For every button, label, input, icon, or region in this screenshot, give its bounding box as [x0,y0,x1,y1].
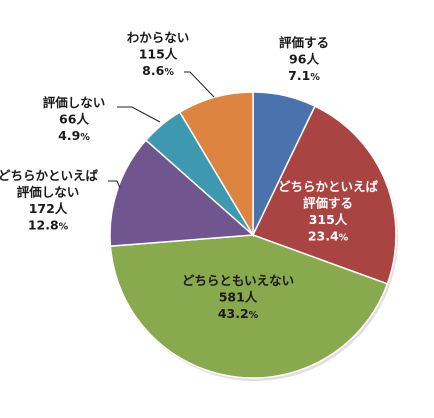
leader-line-6 [184,71,215,98]
slice-category-label: 評価する [303,196,353,211]
leader-lines [108,71,215,189]
slice-category-label: 評価する [279,35,329,50]
slice-category-label: わからない [127,30,190,45]
slice-category-label: 評価しない [43,95,106,110]
leader-line-5 [117,106,161,123]
slice-percent-label: 43.2% [218,306,259,321]
slice-category-label: どちらかといえば [0,168,98,183]
slice-category-label: どちらともいえない [182,273,294,288]
slice-percent-label: 4.9% [58,128,90,143]
slice-percent-label: 7.1% [288,68,320,83]
leader-line-4 [108,180,121,189]
slice-labels: 評価する96人7.1%どちらかといえば評価する315人23.4%どちらともいえな… [0,30,378,321]
pie-slice-4 [109,139,255,247]
slice-percent-label: 12.8% [28,218,69,233]
pie-slice-6 [178,91,254,238]
slice-percent-label: 23.4% [308,229,349,244]
pie-slices [109,91,398,381]
slice-count-label: 581人 [219,290,258,305]
slice-count-label: 96人 [289,52,319,67]
slice-category-label: どちらかといえば [278,179,379,194]
slice-count-label: 66人 [59,112,89,127]
slice-count-label: 315人 [309,212,348,227]
slice-percent-label: 8.6% [142,63,174,78]
slice-count-label: 172人 [29,201,68,216]
slice-count-label: 115人 [139,47,178,62]
pie-slice-3 [109,234,389,379]
pie-slice-2 [251,105,397,285]
slice-category-label: 評価しない [17,185,80,200]
